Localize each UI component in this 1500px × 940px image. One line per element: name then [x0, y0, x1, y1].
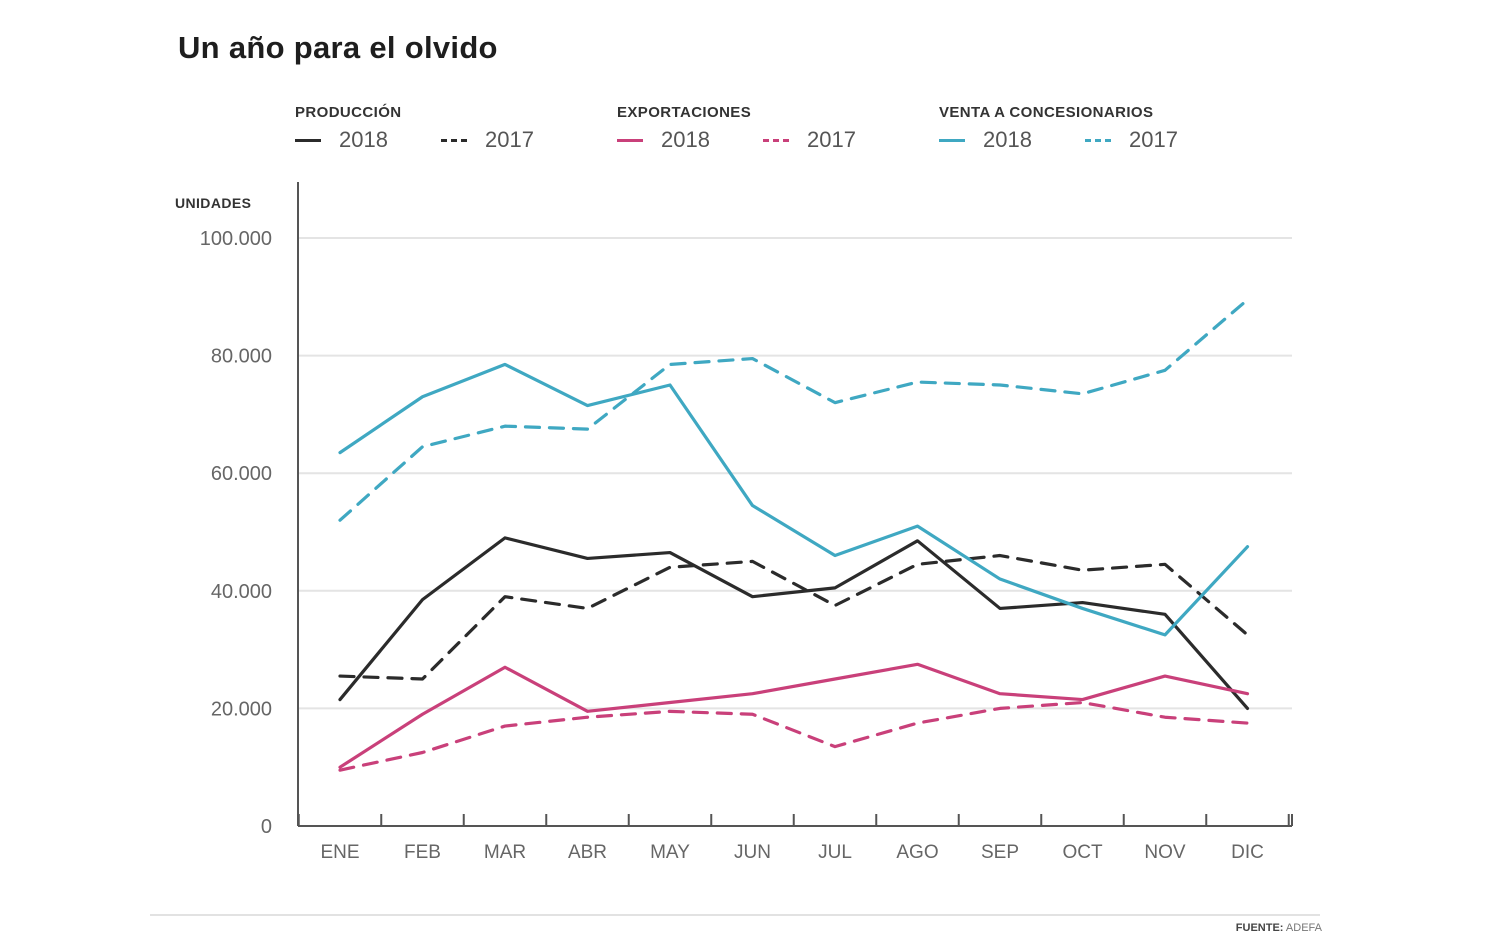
y-tick-label: 80.000	[211, 346, 272, 368]
legend-item-produccion-2017: 2017	[441, 127, 534, 153]
series-line-exportaciones-2017	[338, 700, 1250, 772]
legend-swatch-solid	[617, 138, 643, 142]
axes	[297, 182, 1293, 827]
legend-label: 2018	[661, 127, 710, 152]
y-axis-title: UNIDADES	[175, 195, 251, 211]
axis-labels: 0 20.000 40.000 60.000 80.000 100.000 UNIDADES…	[175, 195, 1264, 863]
legend-swatch-dashed	[441, 138, 467, 142]
x-tick-label: JUN	[734, 842, 771, 863]
legend-item-venta-2018: 2018	[939, 127, 1032, 153]
legend-item-venta-2017: 2017	[1085, 127, 1178, 153]
x-tick-label: AGO	[896, 842, 938, 863]
legend-swatch-dashed	[763, 138, 789, 142]
legend-swatch-dashed	[1085, 138, 1111, 142]
legend-group-title: PRODUCCIÓN	[295, 104, 402, 121]
x-tick-label: ENE	[320, 842, 359, 863]
y-tick-label: 40.000	[211, 581, 272, 603]
series-line-produccion-2018	[338, 536, 1250, 711]
legend-group-venta-concesionarios: VENTA A CONCESIONARIOS 2018 2017	[939, 104, 1178, 157]
legend-label: 2017	[807, 127, 856, 152]
series-line-venta-a-concesionarios-2017	[338, 298, 1250, 522]
series-line-venta-a-concesionarios-2018	[338, 362, 1250, 637]
y-tick-label: 100.000	[200, 228, 272, 250]
legend-label: 2018	[339, 127, 388, 152]
x-tick-label: ABR	[568, 842, 607, 863]
y-tick-label: 60.000	[211, 463, 272, 485]
series-line-produccion-2017	[338, 553, 1250, 681]
legend-group-title: EXPORTACIONES	[617, 104, 752, 121]
legend-group-exportaciones: EXPORTACIONES 2018 2017	[617, 104, 856, 157]
x-tick-label: JUL	[818, 842, 852, 863]
legend-label: 2018	[983, 127, 1032, 152]
y-tick-label: 20.000	[211, 698, 272, 720]
gridlines	[298, 237, 1292, 710]
source-note: FUENTE: ADEFA	[1236, 922, 1322, 934]
x-tick-label: FEB	[404, 842, 441, 863]
series-line-exportaciones-2018	[338, 662, 1250, 769]
x-tick-label: MAY	[650, 842, 690, 863]
x-tick-label: DIC	[1231, 842, 1264, 863]
legend-swatch-solid	[295, 138, 321, 142]
x-tick-label: SEP	[981, 842, 1019, 863]
y-tick-label: 0	[261, 816, 272, 838]
x-tick-label: MAR	[484, 842, 526, 863]
legend-label: 2017	[1129, 127, 1178, 152]
x-tick-label: NOV	[1144, 842, 1186, 863]
legend-swatch-solid	[939, 138, 965, 142]
source-label: FUENTE:	[1235, 922, 1284, 934]
legend-item-produccion-2018: 2018	[295, 127, 388, 153]
legend-item-exportaciones-2018: 2018	[617, 127, 710, 153]
legend-group-produccion: PRODUCCIÓN 2018 2017	[295, 104, 534, 157]
legend-item-exportaciones-2017: 2017	[763, 127, 856, 153]
legend-group-title: VENTA A CONCESIONARIOS	[939, 104, 1154, 121]
source-value: ADEFA	[1285, 922, 1322, 934]
series-lines	[338, 298, 1250, 772]
footer-divider	[150, 914, 1320, 916]
legend-label: 2017	[485, 127, 534, 152]
x-tick-label: OCT	[1062, 842, 1103, 863]
chart-title: Un año para el olvido	[178, 30, 498, 65]
